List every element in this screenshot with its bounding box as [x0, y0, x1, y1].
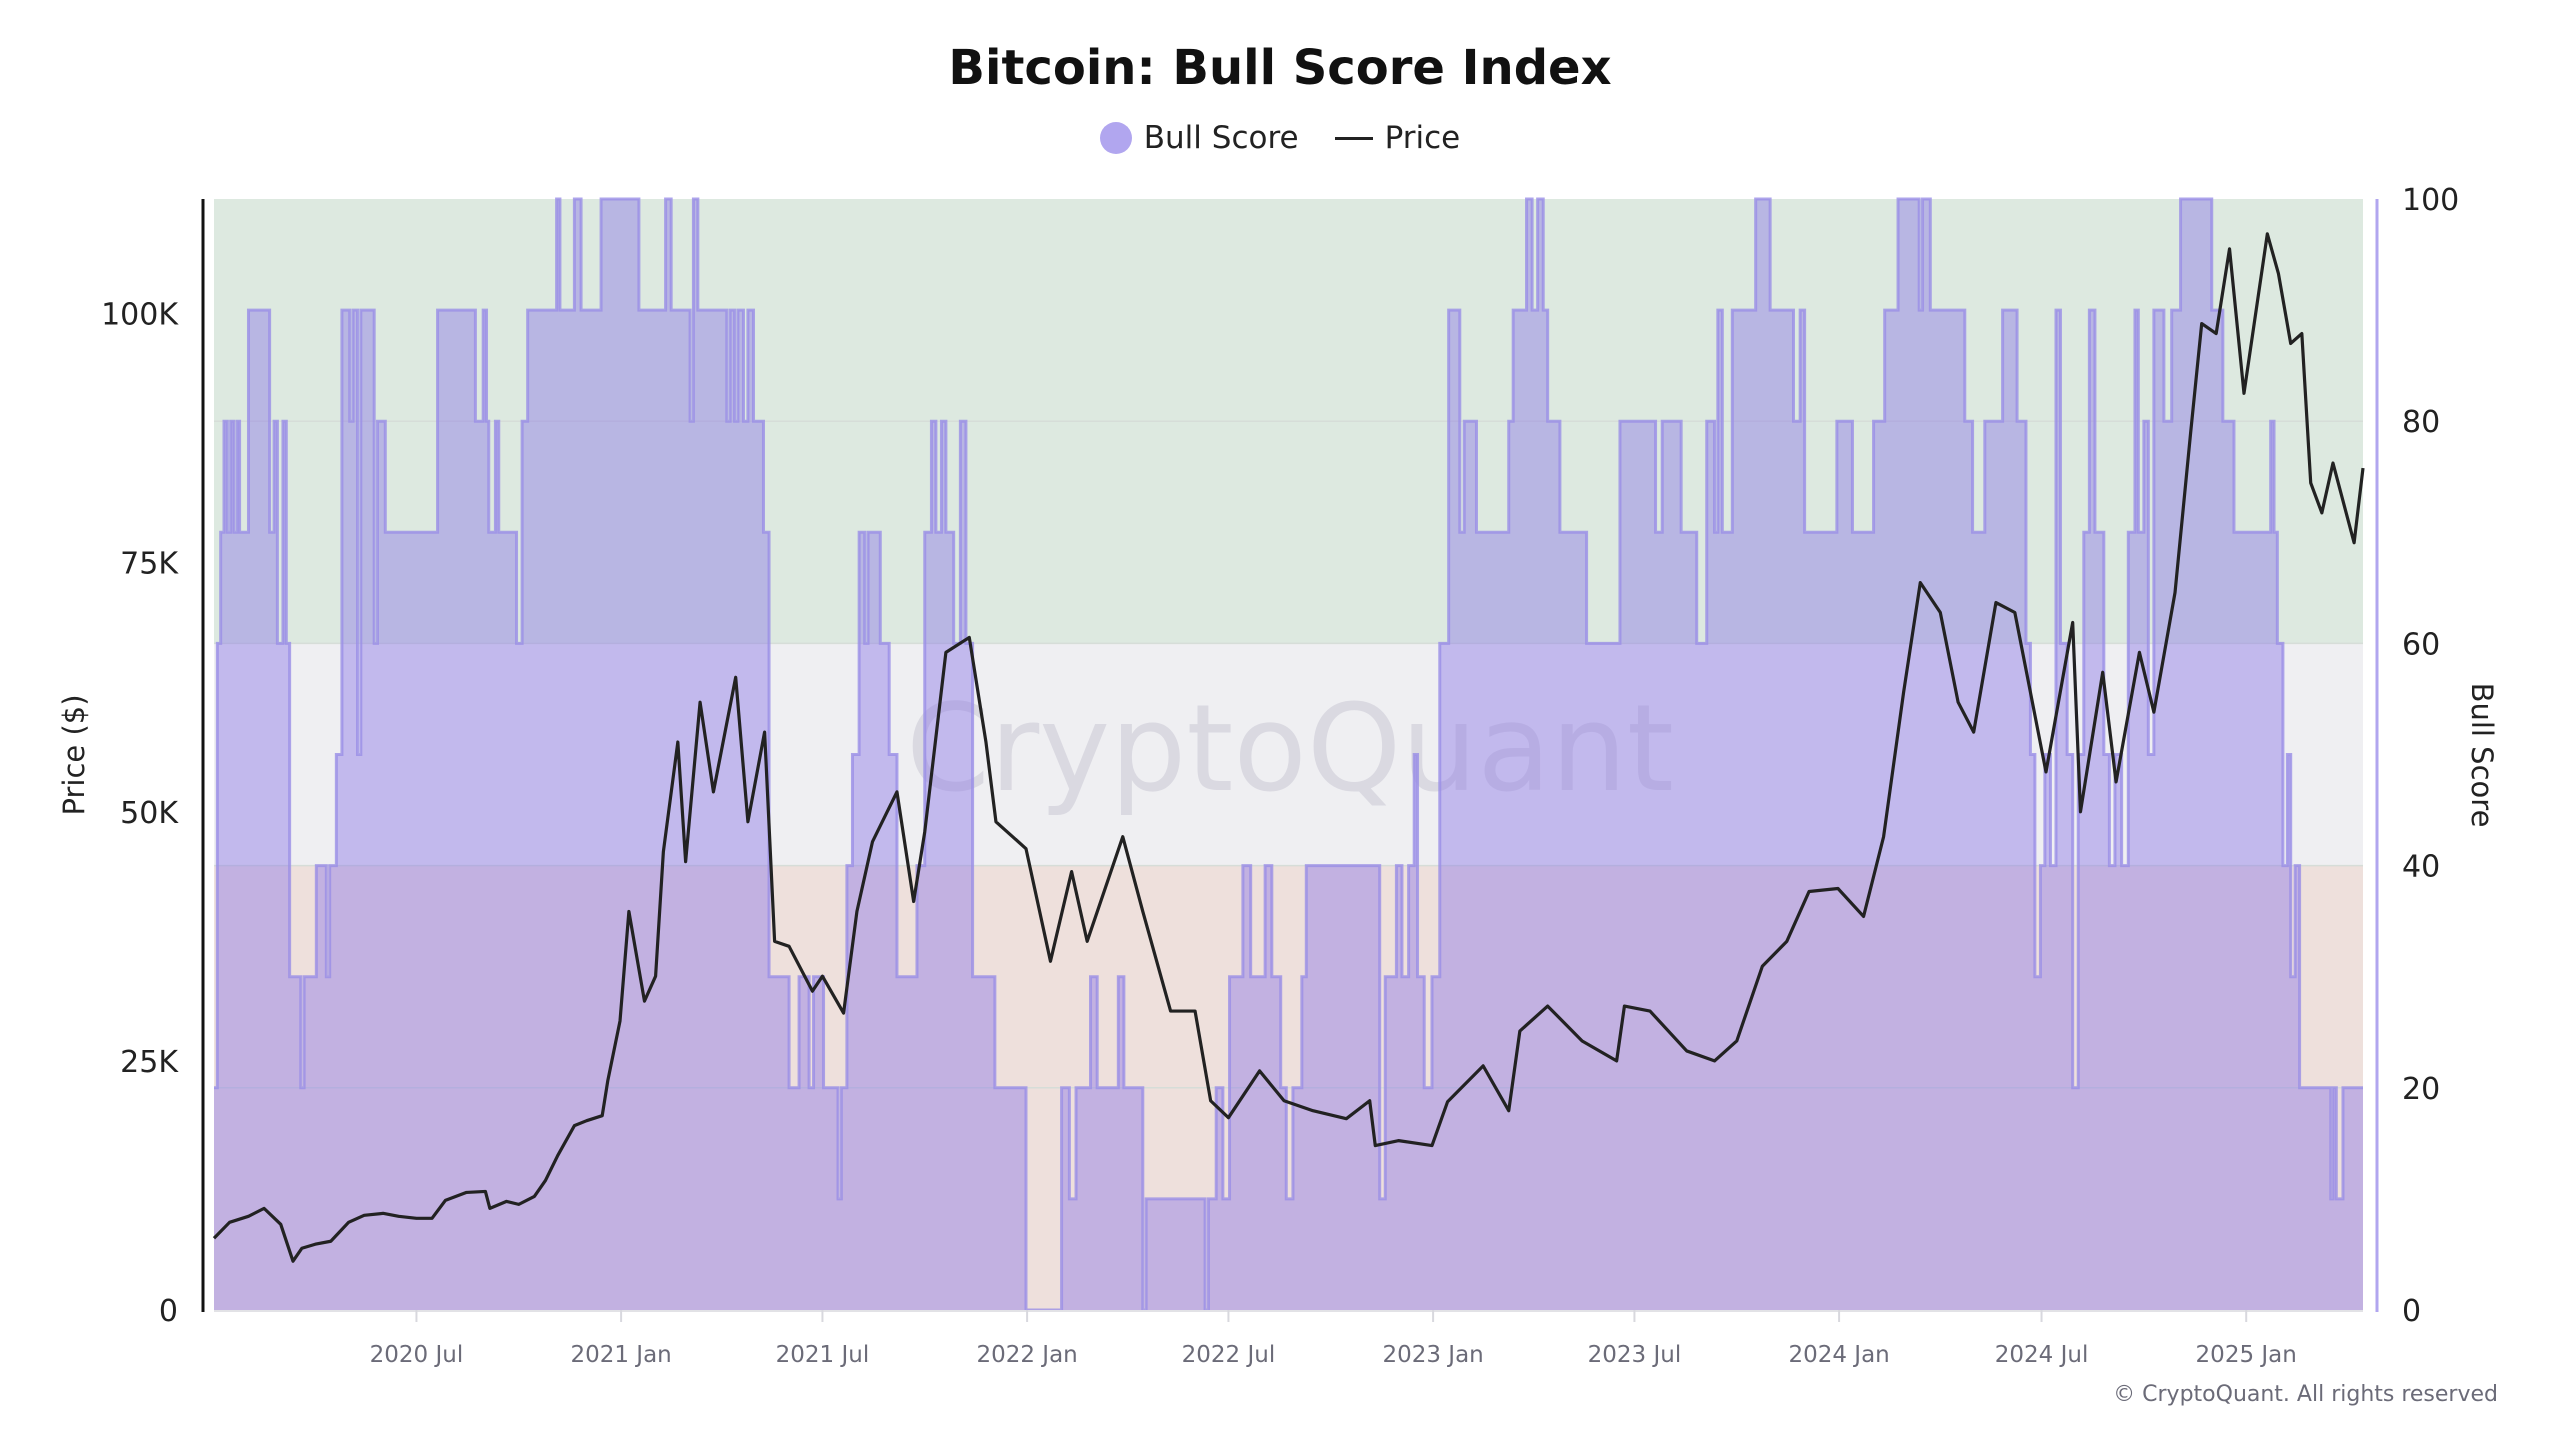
- x-tick-label: 2025 Jan: [2196, 1342, 2297, 1368]
- x-tick-label: 2023 Jul: [1588, 1342, 1682, 1368]
- line-marker-icon: [1334, 136, 1373, 140]
- y-left-tick-label: 100K: [101, 298, 179, 333]
- legend-item-price[interactable]: Price: [1334, 120, 1461, 156]
- y-left-tick-label: 0: [159, 1294, 178, 1329]
- y-right-tick-label: 100: [2402, 183, 2459, 218]
- legend: Bull Score Price: [0, 120, 2560, 156]
- score-band: [214, 643, 2363, 866]
- y-left-tick-label: 75K: [120, 547, 179, 582]
- x-tick-label: 2022 Jan: [976, 1342, 1077, 1368]
- bull-score-area: [214, 199, 2363, 1310]
- y-right-tick-label: 40: [2402, 850, 2440, 885]
- x-tick-label: 2023 Jan: [1382, 1342, 1483, 1368]
- y-right-tick-label: 60: [2402, 627, 2440, 662]
- x-tick-label: 2024 Jan: [1788, 1342, 1889, 1368]
- y-right-tick-label: 80: [2402, 405, 2440, 440]
- legend-label: Bull Score: [1143, 120, 1299, 156]
- x-tick-label: 2021 Jul: [776, 1342, 870, 1368]
- chart-title: Bitcoin: Bull Score Index: [948, 40, 1612, 96]
- watermark: CryptoQuant: [906, 680, 1674, 819]
- x-tick-label: 2022 Jul: [1182, 1342, 1276, 1368]
- y-right-tick-label: 0: [2402, 1294, 2421, 1329]
- circle-marker-icon: [1099, 122, 1132, 154]
- y-left-tick-label: 50K: [120, 796, 179, 831]
- y-right-axis-title: Bull Score: [2465, 683, 2499, 828]
- x-tick-label: 2020 Jul: [370, 1342, 464, 1368]
- legend-item-bull-score[interactable]: Bull Score: [1099, 120, 1299, 156]
- x-tick-label: 2021 Jan: [570, 1342, 671, 1368]
- price-line: [212, 232, 2365, 1263]
- x-tick-label: 2024 Jul: [1995, 1342, 2089, 1368]
- bull-score-line: [214, 197, 2363, 1312]
- y-right-tick-label: 20: [2402, 1072, 2440, 1107]
- copyright-footer: © CryptoQuant. All rights reserved: [2113, 1382, 2498, 1407]
- y-left-tick-label: 25K: [120, 1045, 179, 1080]
- y-left-axis-title: Price ($): [57, 694, 91, 815]
- legend-label: Price: [1384, 120, 1461, 156]
